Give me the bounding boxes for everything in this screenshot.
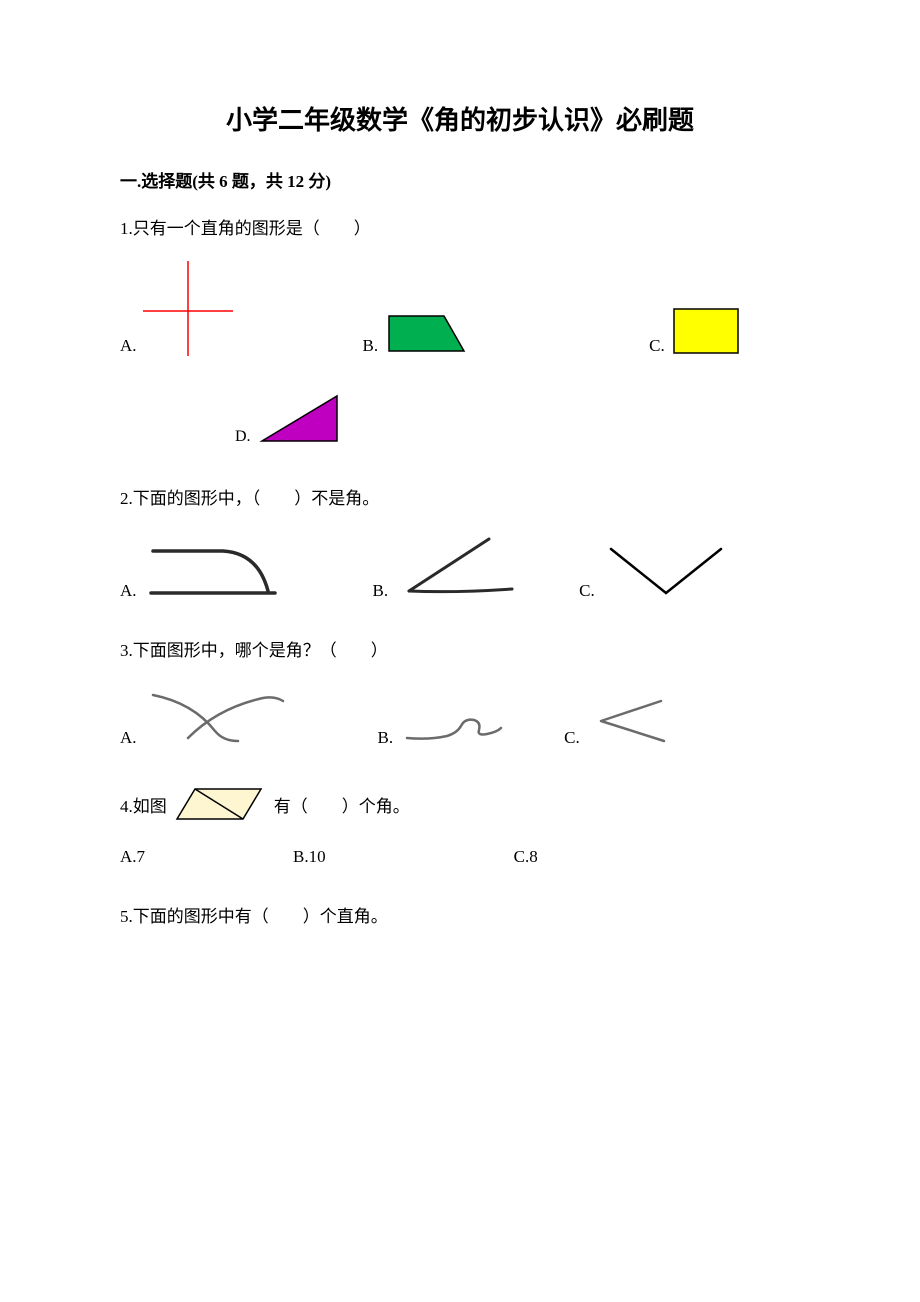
q4-row: 4.如图 有（ ）个角。 <box>120 783 800 825</box>
q1-optC-label: C. <box>649 336 665 356</box>
angle-icon <box>394 531 519 601</box>
rhombus-diagonal-icon <box>173 783 268 825</box>
q4-suffix: 有（ ）个角。 <box>274 792 410 817</box>
q3-optB-label: B. <box>378 728 394 748</box>
q2-options: A. B. C. <box>120 531 800 601</box>
open-angle-icon <box>586 693 671 748</box>
q3-option-a: A. <box>120 683 288 748</box>
rectangle-icon <box>671 306 741 356</box>
trapezoid-icon <box>384 311 469 356</box>
section-header: 一.选择题(共 6 题，共 12 分) <box>120 167 800 192</box>
q5-text: 5.下面的图形中有（ ）个直角。 <box>120 902 800 927</box>
q3-option-b: B. <box>378 698 510 748</box>
q3-optC-label: C. <box>564 728 580 748</box>
q1-option-b: B. <box>363 311 470 356</box>
q2-optA-label: A. <box>120 581 137 601</box>
q3-text: 3.下面图形中，哪个是角？（ ） <box>120 636 800 661</box>
q4-option-b: B.10 <box>293 847 326 867</box>
q3-option-c: C. <box>564 693 671 748</box>
page-title: 小学二年级数学《角的初步认识》必刷题 <box>120 100 800 137</box>
q1-option-d: D. <box>235 391 800 446</box>
v-shape-icon <box>601 541 731 601</box>
q2-option-c: C. <box>579 541 731 601</box>
q1-option-a: A. <box>120 261 233 356</box>
q1-optA-label: A. <box>120 336 137 356</box>
q1-text: 1.只有一个直角的图形是（ ） <box>120 214 800 239</box>
q1-option-c: C. <box>649 306 741 356</box>
q3-optA-label: A. <box>120 728 137 748</box>
curves-cross-icon <box>143 683 288 748</box>
q2-optC-label: C. <box>579 581 595 601</box>
q2-optB-label: B. <box>373 581 389 601</box>
q3-options: A. B. C. <box>120 683 800 748</box>
q4-options: A.7 B.10 C.8 <box>120 847 800 867</box>
q4-prefix: 4.如图 <box>120 792 167 817</box>
squiggle-icon <box>399 698 509 748</box>
q1-options-row1: A. B. C. <box>120 261 800 356</box>
q1-optD-label: D. <box>235 428 251 446</box>
q4-option-c: C.8 <box>514 847 538 867</box>
curved-shape-icon <box>143 541 283 601</box>
q2-option-b: B. <box>373 531 520 601</box>
q1-optB-label: B. <box>363 336 379 356</box>
q4-option-a: A.7 <box>120 847 145 867</box>
q2-text: 2.下面的图形中，（ ）不是角。 <box>120 484 800 509</box>
q2-option-a: A. <box>120 541 283 601</box>
triangle-icon <box>257 391 342 446</box>
cross-icon <box>143 261 233 356</box>
